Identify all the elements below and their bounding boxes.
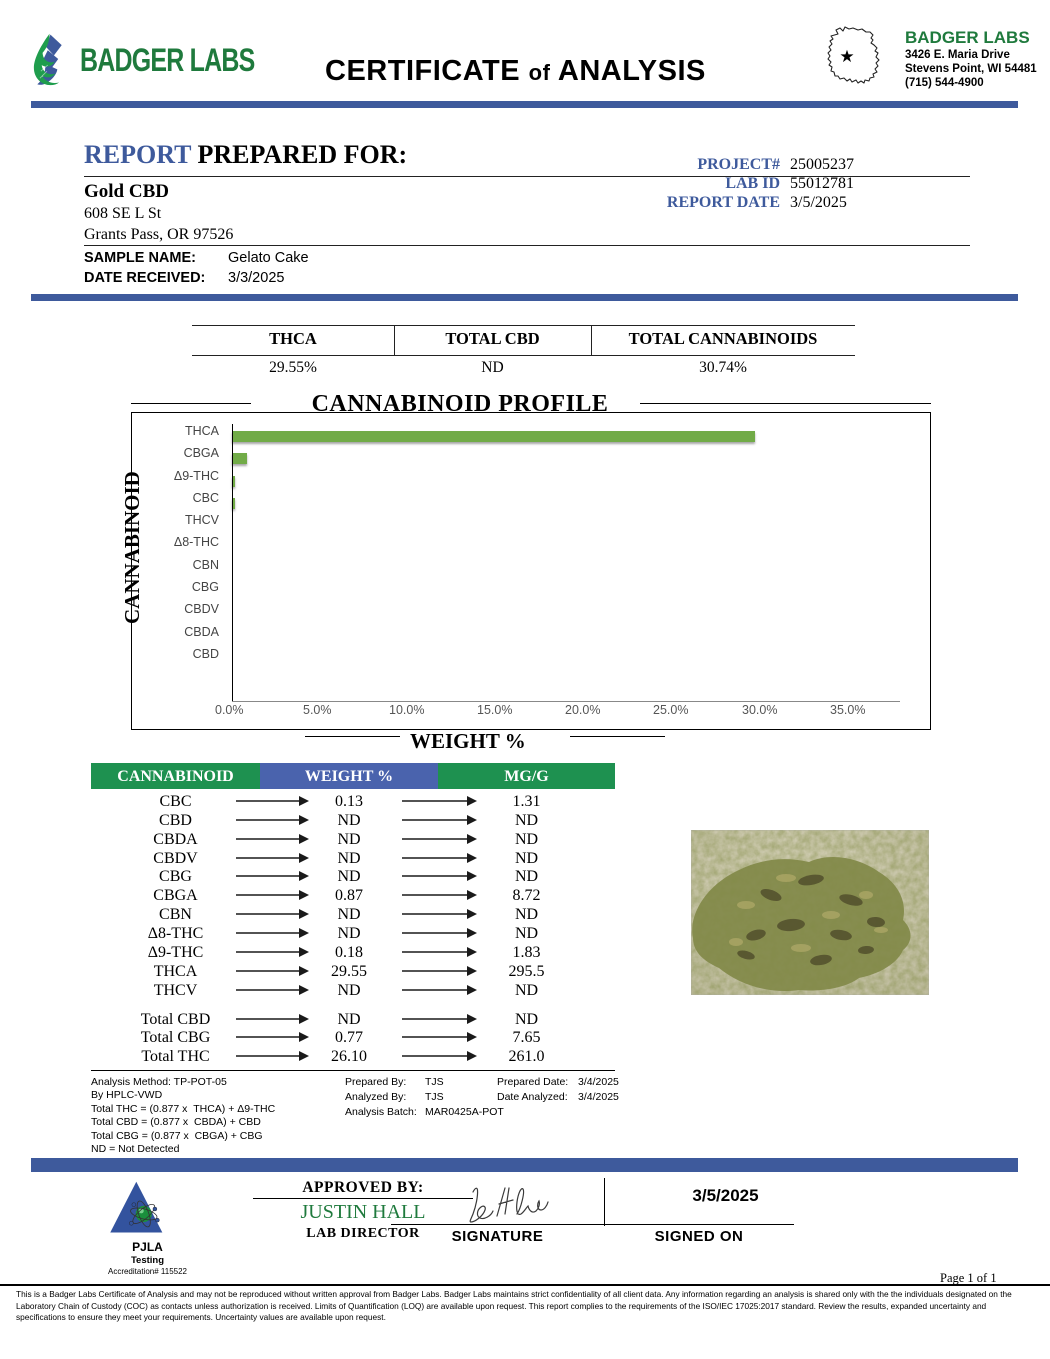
svg-text:★: ★ <box>839 47 854 66</box>
